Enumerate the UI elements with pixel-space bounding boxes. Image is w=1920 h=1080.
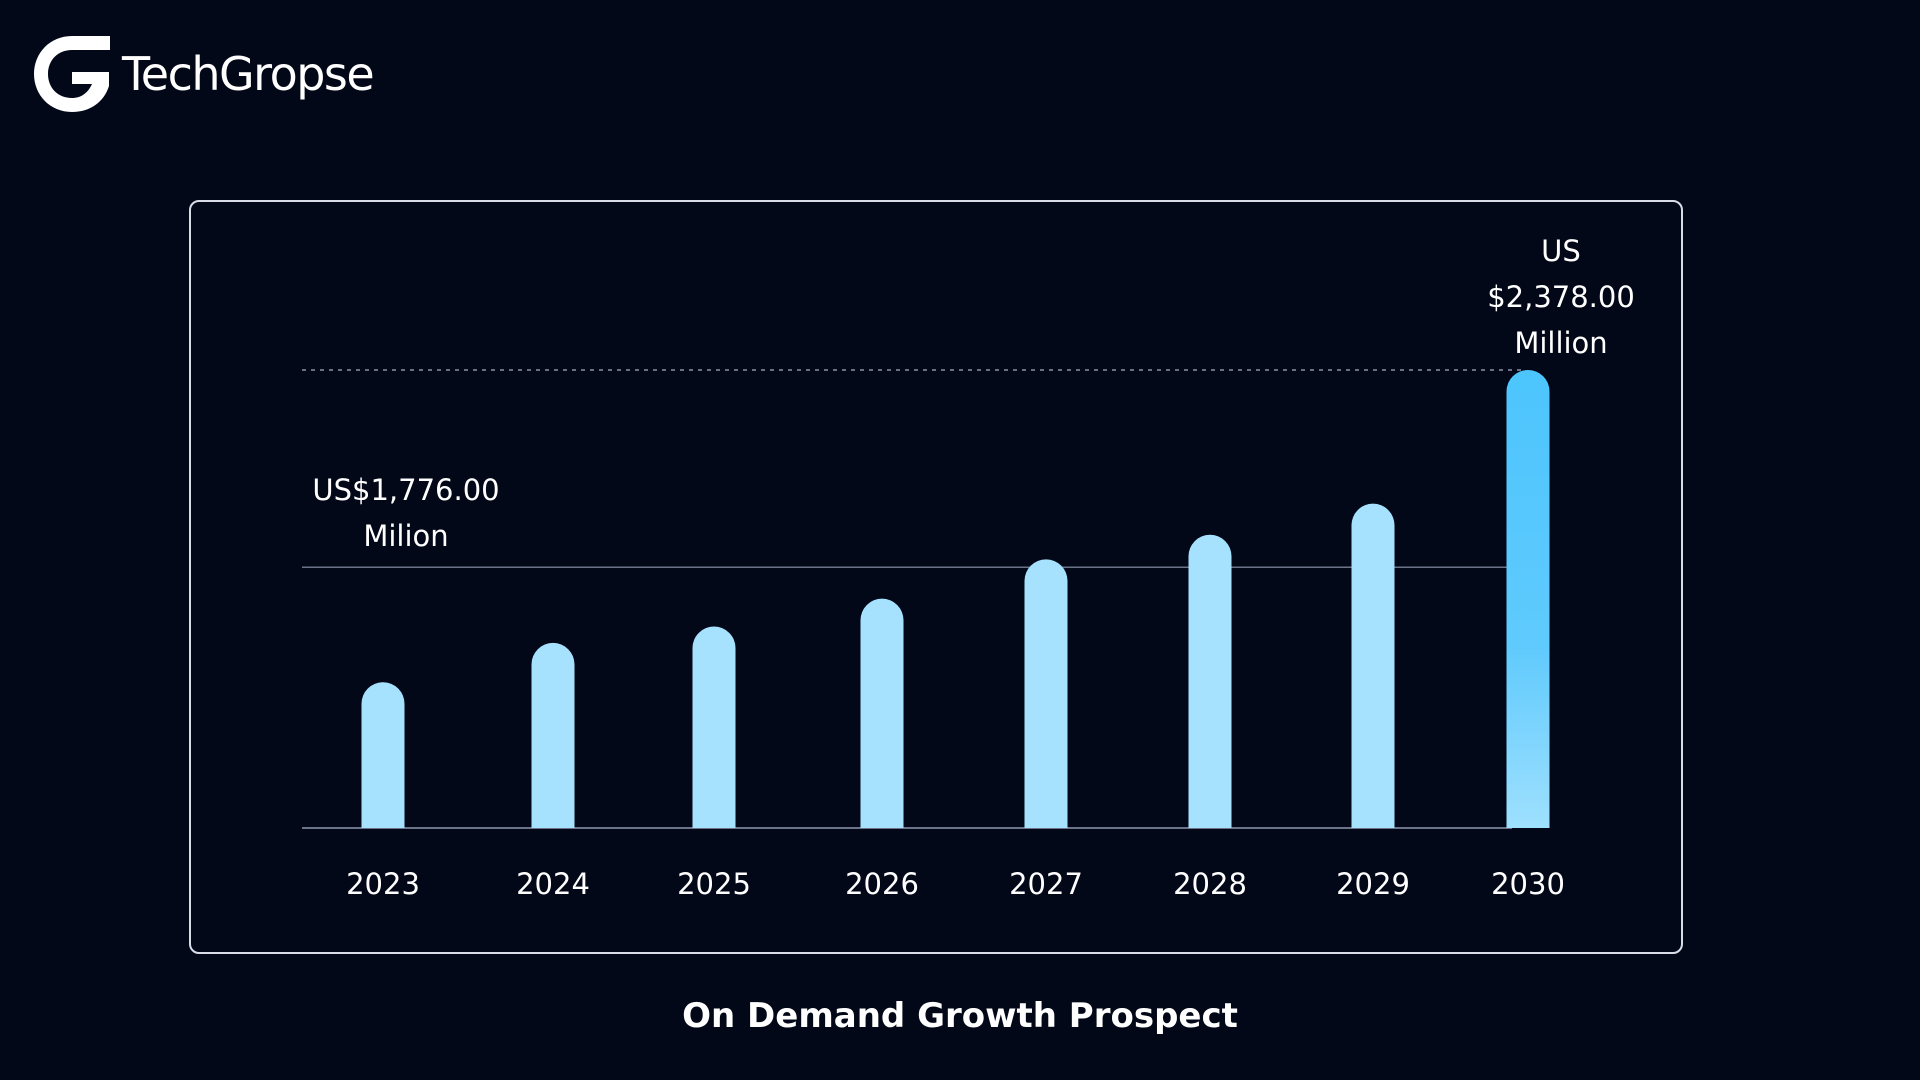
bar-2027 <box>1024 559 1068 828</box>
x-tick-label-2028: 2028 <box>1173 867 1247 901</box>
chart-frame <box>189 200 1683 954</box>
chart-caption: On Demand Growth Prospect <box>682 996 1238 1036</box>
x-tick-label-2027: 2027 <box>1009 867 1083 901</box>
brand-logo: TechGropse <box>30 32 375 116</box>
annotation-2030-line-3: Million <box>1514 326 1607 360</box>
annotation-2030-line-1: US <box>1541 234 1581 268</box>
x-tick-label-2025: 2025 <box>677 867 751 901</box>
bar-2028 <box>1188 534 1232 828</box>
bar-2029 <box>1351 503 1395 828</box>
annotation-2030-line-2: $2,378.00 <box>1487 280 1635 314</box>
bar-2026 <box>860 598 904 828</box>
bar-2025 <box>692 626 736 828</box>
annotation-2023-line-2: Milion <box>363 519 448 553</box>
g-letter-logo-icon <box>34 36 110 112</box>
bar-2030 <box>1506 370 1550 828</box>
x-tick-label-2026: 2026 <box>845 867 919 901</box>
x-tick-label-2024: 2024 <box>516 867 590 901</box>
x-tick-label-2029: 2029 <box>1336 867 1410 901</box>
bar-2024 <box>531 642 575 828</box>
brand-name: TechGropse <box>122 47 375 101</box>
bar-2023 <box>361 682 405 828</box>
annotation-2023-line-1: US$1,776.00 <box>312 473 499 507</box>
x-tick-label-2023: 2023 <box>346 867 420 901</box>
x-tick-label-2030: 2030 <box>1491 867 1565 901</box>
